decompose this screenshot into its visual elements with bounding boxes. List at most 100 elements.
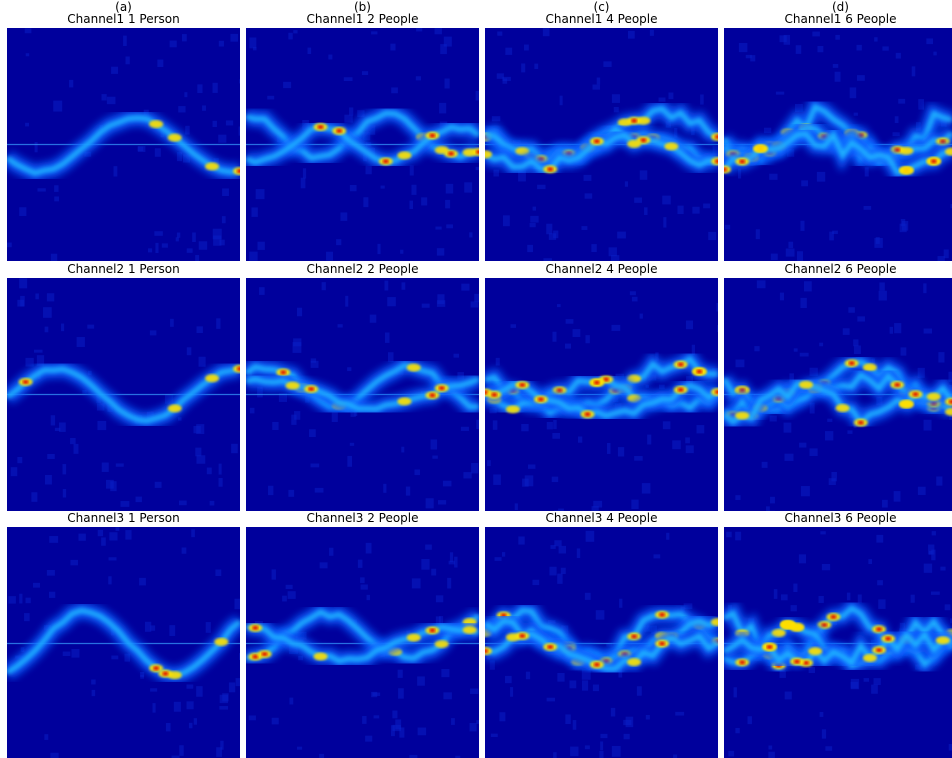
hotspot-peak <box>593 139 600 144</box>
noise <box>365 735 373 742</box>
noise <box>50 253 58 261</box>
hotspot-peak <box>485 649 488 654</box>
noise <box>775 91 785 95</box>
noise <box>940 566 946 571</box>
noise <box>761 461 768 468</box>
hotspot-peak <box>593 662 600 667</box>
noise <box>827 418 833 422</box>
noise <box>50 752 59 758</box>
hotspot-peak <box>382 159 389 164</box>
noise <box>302 168 307 179</box>
noise <box>212 82 218 93</box>
noise <box>54 185 59 192</box>
noise <box>948 371 952 382</box>
hotspot-peak <box>640 138 647 143</box>
noise <box>938 352 945 363</box>
hotspot-peak <box>696 369 703 374</box>
noise <box>218 463 222 475</box>
trace <box>7 607 240 678</box>
noise <box>878 599 886 609</box>
hotspot-peak <box>912 392 919 397</box>
noise <box>613 106 619 113</box>
noise <box>282 595 287 602</box>
noise <box>785 248 795 257</box>
column-label: (d) <box>832 0 849 14</box>
noise <box>738 42 748 53</box>
noise <box>530 215 539 223</box>
noise <box>78 533 86 541</box>
noise <box>708 231 717 241</box>
noise <box>366 594 371 601</box>
noise <box>34 349 43 353</box>
noise <box>619 598 623 608</box>
noise <box>674 127 678 138</box>
hotspot <box>233 167 240 176</box>
noise <box>461 283 470 291</box>
noise <box>834 71 841 82</box>
noise <box>476 419 479 430</box>
noise <box>572 720 577 730</box>
noise <box>310 358 317 363</box>
noise <box>169 40 177 48</box>
hotspot-peak <box>603 377 610 382</box>
hotspot <box>724 165 731 174</box>
noise <box>543 258 552 261</box>
noise <box>593 500 603 508</box>
noise <box>73 443 79 454</box>
noise <box>219 239 225 246</box>
noise <box>631 296 638 302</box>
noise <box>527 244 533 253</box>
noise <box>314 487 324 493</box>
noise <box>440 44 447 55</box>
panel-title: Channel2 1 Person <box>67 262 180 276</box>
noise <box>788 241 794 249</box>
noise <box>106 96 116 105</box>
noise <box>19 207 27 216</box>
noise <box>487 460 491 467</box>
noise <box>460 426 469 431</box>
hotspot <box>406 633 421 642</box>
noise <box>288 32 293 40</box>
noise <box>431 568 437 576</box>
noise <box>123 35 127 46</box>
noise <box>222 693 229 702</box>
hotspot <box>711 157 718 166</box>
hotspot-peak <box>930 159 937 164</box>
noise <box>662 195 671 205</box>
noise <box>331 412 338 422</box>
noise <box>623 719 632 726</box>
noise <box>235 678 240 687</box>
hotspot-peak <box>848 361 855 366</box>
noise <box>700 94 704 105</box>
hotspot <box>214 637 229 646</box>
noise <box>617 447 625 457</box>
noise <box>581 226 588 230</box>
noise <box>645 714 650 720</box>
noise <box>745 54 752 59</box>
hotspot-peak <box>485 390 488 395</box>
noise <box>365 165 372 175</box>
noise <box>345 295 349 307</box>
noise <box>641 483 651 494</box>
noise <box>91 679 96 685</box>
noise <box>195 447 202 457</box>
hotspot-peak <box>429 133 436 138</box>
hotspot <box>406 363 421 372</box>
noise <box>449 552 454 563</box>
noise <box>557 573 563 584</box>
noise <box>391 725 395 737</box>
noise <box>434 28 442 35</box>
noise <box>856 44 862 51</box>
noise <box>185 125 190 135</box>
noise <box>76 337 85 347</box>
noise <box>930 591 940 595</box>
hotspot <box>485 150 492 159</box>
noise <box>416 510 426 511</box>
noise <box>369 314 377 323</box>
noise <box>219 706 229 710</box>
noise <box>257 386 263 398</box>
noise <box>529 222 536 228</box>
noise <box>795 45 802 54</box>
hotspot <box>780 620 795 629</box>
noise <box>188 722 193 729</box>
